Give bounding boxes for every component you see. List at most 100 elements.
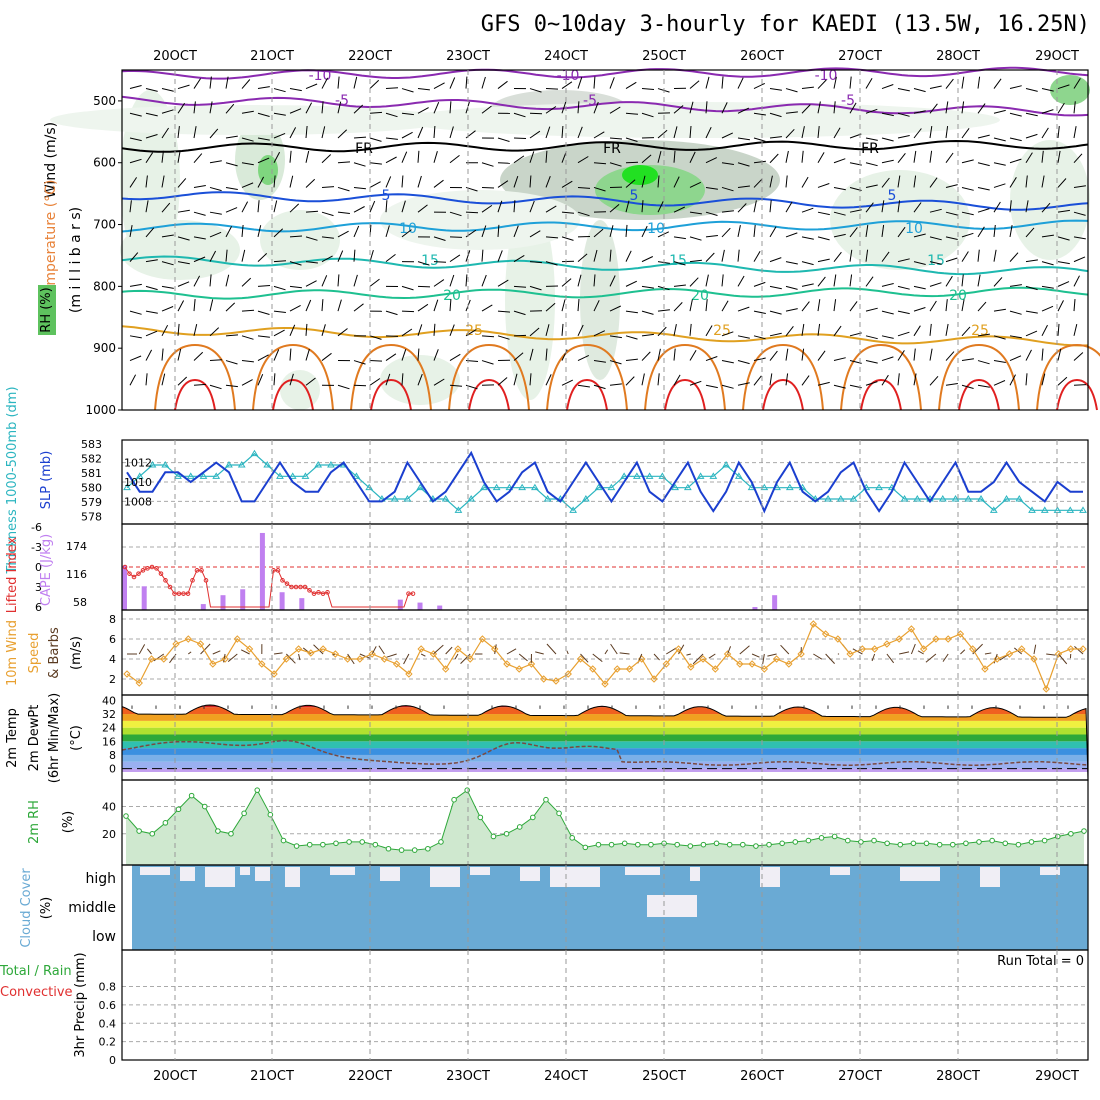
wind-barb	[1009, 284, 1022, 287]
rh-marker	[556, 810, 562, 817]
wind-barb	[305, 210, 319, 213]
wind-barb	[417, 348, 420, 361]
rh-marker	[123, 813, 129, 819]
isotherm-loop	[252, 343, 334, 411]
wind-barb	[913, 88, 926, 93]
wind-barb	[369, 335, 382, 340]
wind-barb	[1025, 200, 1029, 213]
wind-barb	[193, 101, 196, 114]
wind-barb	[1041, 234, 1054, 238]
wind-speed-marker	[1079, 645, 1087, 653]
wind-barb	[209, 76, 212, 89]
wind-barb	[641, 88, 655, 90]
wind-barb	[689, 349, 697, 361]
wind-barb	[353, 303, 364, 312]
wind-barb	[641, 285, 654, 289]
wind-speed-marker	[160, 655, 168, 663]
wind-barb	[401, 310, 415, 313]
wind-barb	[129, 374, 137, 386]
wind-speed-marker	[294, 645, 303, 653]
wind-barb	[849, 249, 853, 262]
rh-marker	[228, 830, 234, 837]
wind-barb	[1057, 236, 1070, 241]
wind-speed-marker	[135, 679, 143, 687]
wind-barb	[385, 87, 399, 90]
isotherm-label: 5	[888, 188, 897, 204]
wind-barb	[401, 175, 404, 188]
wind-barb	[881, 84, 894, 90]
wind-barb	[161, 348, 164, 361]
pressure-tick: 900	[93, 341, 116, 355]
wind-barb	[897, 135, 910, 139]
thickness-marker	[123, 483, 131, 491]
wind-barb	[833, 384, 846, 389]
wind-barb	[801, 323, 805, 336]
wind-barb	[881, 374, 889, 386]
rh-tick: 40	[102, 801, 116, 814]
isotherm-label: 20	[443, 288, 461, 304]
wind-barb	[897, 310, 910, 315]
wind-barb	[1009, 335, 1022, 339]
wind-barb	[785, 128, 795, 139]
thickness-marker	[569, 506, 578, 513]
label-2m-rh: 2m RH	[27, 800, 42, 844]
wind-barb	[657, 201, 664, 213]
wind-barb	[225, 249, 228, 262]
label-2m-temp: 2m Temp	[5, 708, 20, 768]
wind10-barb	[910, 643, 916, 655]
cloud-level-label: middle	[68, 900, 116, 916]
wind-barb	[753, 281, 766, 287]
top-date-label: 25OCT	[642, 49, 686, 64]
wind-barb	[977, 162, 990, 167]
li-tick: 0	[35, 561, 42, 574]
wind-barb	[1041, 348, 1044, 361]
wind-barb	[865, 307, 878, 312]
bottom-date-label: 22OCT	[348, 1069, 392, 1084]
cloud-gap	[690, 867, 700, 881]
thickness-marker	[416, 483, 425, 491]
thickness-tick: 583	[81, 438, 102, 451]
wind-barb	[513, 225, 519, 238]
wind-barb	[289, 127, 297, 139]
cape-bar	[417, 602, 423, 610]
wind-barb	[241, 335, 254, 340]
isotherm-loop	[154, 343, 236, 411]
wind-barb	[337, 328, 348, 337]
li-marker	[311, 591, 317, 596]
wind-barb	[129, 355, 142, 362]
wind-barb	[1057, 126, 1060, 139]
cloud-gap	[240, 867, 250, 875]
wind-barb	[673, 284, 686, 287]
wind-speed-marker	[944, 635, 952, 643]
top-date-label: 28OCT	[936, 49, 980, 64]
wind10-barb	[653, 653, 660, 661]
wind-barb	[593, 249, 598, 262]
wind-barb	[161, 261, 174, 266]
temp-band	[122, 768, 1088, 772]
li-marker	[307, 588, 312, 593]
wind-barb	[337, 299, 342, 312]
wind10-barb	[692, 653, 704, 665]
rh-marker	[989, 837, 995, 844]
wind-barb	[529, 200, 535, 213]
wind-barb	[737, 77, 744, 89]
isotherm-loop	[350, 343, 432, 411]
wind-barb	[1025, 88, 1038, 92]
wind10-barb	[403, 653, 410, 665]
wind-barb	[257, 310, 270, 315]
wind-barb	[305, 323, 308, 336]
wind-barb	[225, 334, 239, 337]
wind-barb	[721, 210, 734, 213]
wind-barb	[865, 335, 878, 340]
wind-barb	[881, 137, 894, 142]
wind-barb	[753, 335, 766, 340]
wind-barb	[369, 249, 374, 262]
wind-barb	[1025, 227, 1035, 238]
wind-barb	[465, 76, 468, 89]
wind-barb	[497, 310, 511, 313]
label-cloud-units: (%)	[39, 897, 54, 920]
wind-barb	[801, 236, 814, 240]
wind-barb	[289, 108, 302, 114]
wind-barb	[1041, 150, 1044, 163]
wind-barb	[161, 88, 174, 92]
